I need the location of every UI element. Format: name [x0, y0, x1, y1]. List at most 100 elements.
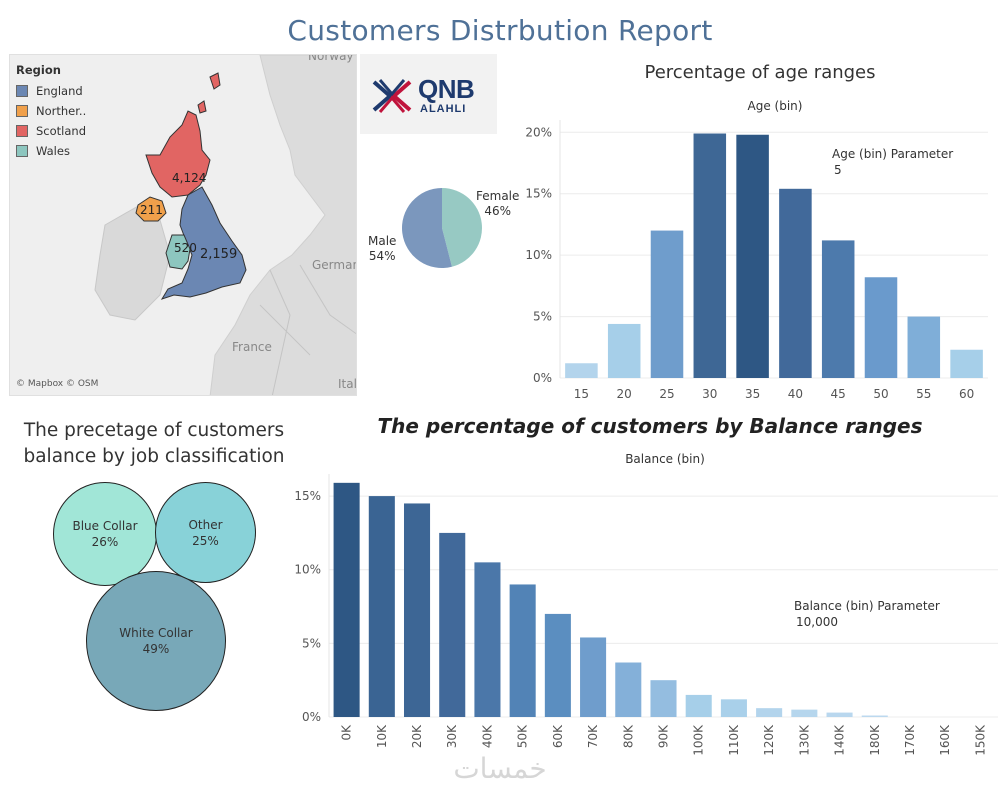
bar-180K[interactable]	[861, 715, 888, 717]
bar-10K[interactable]	[368, 496, 395, 717]
bar-15[interactable]	[565, 363, 598, 378]
bar-30[interactable]	[693, 133, 727, 378]
qnb-logo	[360, 54, 497, 134]
wales-region	[165, 234, 191, 270]
age-param[interactable]: Age (bin) Parameter 5	[832, 146, 953, 178]
bar-40[interactable]	[779, 188, 812, 378]
age-chart-title: Percentage of age ranges	[644, 62, 876, 83]
bar-140K[interactable]	[826, 712, 853, 717]
x-tick-label: 20	[617, 387, 632, 400]
legend-swatch	[16, 85, 28, 97]
bar-20K[interactable]	[403, 503, 431, 717]
bar-25[interactable]	[650, 230, 684, 378]
bar-35[interactable]	[736, 134, 769, 378]
y-tick-label: 5%	[533, 310, 552, 324]
x-tick-label: 80K	[621, 724, 635, 748]
bar-40K[interactable]	[474, 562, 501, 717]
x-tick-label: 130K	[797, 724, 811, 756]
x-tick-label: 90K	[657, 724, 671, 748]
y-tick-label: 15%	[295, 489, 321, 503]
bubble-label: Other	[188, 517, 223, 532]
map-canvas	[10, 55, 356, 395]
bubble-other[interactable]: Other 25%	[155, 482, 256, 583]
pie-label-male: Male 54%	[368, 234, 396, 264]
pie-slice-female[interactable]	[442, 188, 482, 267]
bubble-pct: 26%	[91, 535, 119, 549]
x-tick-label: 30K	[445, 724, 459, 748]
pie-label-male-name: Male	[368, 234, 397, 248]
job-bubble-title-line1: The precetage of customers	[23, 420, 285, 441]
x-tick-label: 20K	[410, 724, 424, 748]
bar-50[interactable]	[864, 277, 898, 378]
age-param-label: Age (bin) Parameter	[832, 147, 954, 161]
england-value: 2,159	[200, 247, 238, 262]
x-tick-label: 45	[831, 387, 846, 400]
bubble-white-collar[interactable]: White Collar 49%	[86, 571, 226, 711]
qnb-mark-icon	[372, 79, 412, 113]
legend-label: Norther..	[36, 104, 87, 118]
age-param-value: 5	[834, 163, 842, 177]
x-tick-label: 40K	[480, 724, 494, 748]
legend-swatch	[16, 105, 28, 117]
pie-slice-male[interactable]	[402, 188, 452, 268]
bar-80K[interactable]	[615, 662, 642, 717]
y-tick-label: 20%	[525, 125, 552, 139]
bar-60[interactable]	[950, 349, 983, 378]
x-tick-label: 160K	[938, 724, 952, 756]
pie-label-male-pct: 54%	[368, 249, 396, 263]
y-tick-label: 0%	[302, 710, 321, 724]
bar-100K[interactable]	[685, 694, 712, 717]
map-place-france: France	[232, 340, 272, 354]
legend-item-wales[interactable]: Wales	[16, 141, 86, 161]
age-bar-chart[interactable]: 0% 5% 10% 15% 20% 15 20 25 30 35 40 45 50 55 60	[520, 118, 990, 400]
x-tick-label: 15	[574, 387, 589, 400]
bar-130K[interactable]	[791, 709, 818, 717]
bubble-label: White Collar	[119, 626, 193, 640]
balance-bar-chart[interactable]: 0% 5% 10% 15% 0K 10K 20K 30K 40K 50K 60K 70K 80K 90K 1…	[295, 472, 1000, 757]
bar-30K[interactable]	[439, 532, 466, 717]
bar-120K[interactable]	[756, 708, 783, 717]
legend-item-scotland[interactable]: Scotland	[16, 121, 86, 141]
x-tick-label: 50K	[516, 724, 530, 748]
x-tick-label: 100K	[692, 724, 706, 756]
balance-chart-title: The percentage of customers by Balance r…	[377, 414, 923, 438]
wales-value: 520	[174, 241, 197, 255]
bar-45[interactable]	[821, 240, 855, 378]
watermark: خمسات	[453, 752, 547, 785]
age-chart-subtitle: Age (bin)	[747, 99, 803, 113]
bar-50K[interactable]	[509, 584, 536, 717]
x-tick-label: 40	[788, 387, 803, 400]
x-tick-label: 30	[702, 387, 717, 400]
bar-70K[interactable]	[580, 637, 607, 717]
x-tick-label: 50	[873, 387, 888, 400]
uk-region-map[interactable]: 4,124 211 520 2,159 Norway Germany Franc…	[9, 54, 357, 396]
balance-param[interactable]: Balance (bin) Parameter 10,000	[794, 598, 940, 630]
bar-20[interactable]	[607, 323, 641, 378]
pie-label-female-pct: 46%	[484, 204, 512, 218]
x-tick-label: 120K	[762, 724, 776, 756]
bubble-pct: 25%	[192, 533, 219, 548]
y-tick-label: 10%	[295, 563, 321, 577]
x-tick-label: 110K	[727, 724, 741, 756]
bar-55[interactable]	[907, 316, 941, 378]
bar-0K[interactable]	[333, 482, 360, 717]
legend-item-northern-ireland[interactable]: Norther..	[16, 101, 86, 121]
bar-110K[interactable]	[720, 699, 747, 717]
x-tick-label: 140K	[833, 724, 847, 756]
x-tick-label: 70K	[586, 724, 600, 748]
job-bubble-title: The precetage of customers balance by jo…	[9, 418, 299, 470]
y-tick-label: 10%	[525, 248, 552, 262]
bubble-label: Blue Collar	[72, 519, 138, 533]
bar-60K[interactable]	[544, 613, 571, 717]
scotland-value: 4,124	[172, 171, 207, 185]
bubble-blue-collar[interactable]: Blue Collar 26%	[53, 482, 157, 586]
bar-90K[interactable]	[650, 680, 677, 717]
bubble-pct: 49%	[142, 642, 170, 656]
legend-item-england[interactable]: England	[16, 81, 86, 101]
legend-label: England	[36, 84, 83, 98]
northern-ireland-region	[135, 196, 167, 222]
x-tick-label: 0K	[340, 724, 354, 741]
x-tick-label: 150K	[973, 724, 987, 756]
gender-pie[interactable]	[400, 186, 484, 270]
map-place-norway: Norway	[308, 54, 354, 63]
